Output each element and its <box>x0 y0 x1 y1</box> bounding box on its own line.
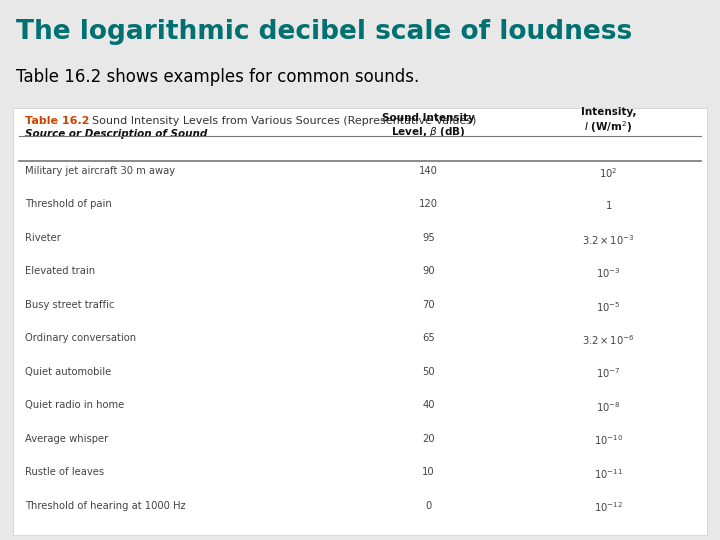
Text: Sound Intensity Levels from Various Sources (Representative Values): Sound Intensity Levels from Various Sour… <box>85 116 477 126</box>
Text: $10^{-11}$: $10^{-11}$ <box>594 467 623 481</box>
Text: 10: 10 <box>422 467 435 477</box>
Text: The logarithmic decibel scale of loudness: The logarithmic decibel scale of loudnes… <box>16 19 632 45</box>
Text: Average whisper: Average whisper <box>25 434 109 444</box>
Text: Sound Intensity
Level, $\beta$ (dB): Sound Intensity Level, $\beta$ (dB) <box>382 113 474 139</box>
Text: Quiet automobile: Quiet automobile <box>25 367 112 377</box>
Text: Ordinary conversation: Ordinary conversation <box>25 333 136 343</box>
Text: Threshold of pain: Threshold of pain <box>25 199 112 210</box>
Text: 90: 90 <box>422 266 435 276</box>
Text: Elevated train: Elevated train <box>25 266 95 276</box>
Text: 95: 95 <box>422 233 435 243</box>
Text: $10^{2}$: $10^{2}$ <box>599 166 618 180</box>
Text: Military jet aircraft 30 m away: Military jet aircraft 30 m away <box>25 166 176 176</box>
Text: $10^{-3}$: $10^{-3}$ <box>596 266 621 280</box>
Text: Riveter: Riveter <box>25 233 61 243</box>
Text: 70: 70 <box>422 300 435 310</box>
Text: 0: 0 <box>426 501 431 511</box>
Text: Busy street traffic: Busy street traffic <box>25 300 114 310</box>
Text: $10^{-12}$: $10^{-12}$ <box>594 501 623 515</box>
Text: $1$: $1$ <box>605 199 612 211</box>
Text: $10^{-10}$: $10^{-10}$ <box>594 434 623 448</box>
Text: $3.2 \times 10^{-3}$: $3.2 \times 10^{-3}$ <box>582 233 634 247</box>
FancyBboxPatch shape <box>13 108 707 535</box>
Text: 140: 140 <box>419 166 438 176</box>
Text: Quiet radio in home: Quiet radio in home <box>25 400 125 410</box>
Text: Table 16.2: Table 16.2 <box>25 116 90 126</box>
Text: 20: 20 <box>422 434 435 444</box>
Text: 40: 40 <box>422 400 435 410</box>
Text: $10^{-8}$: $10^{-8}$ <box>596 400 621 414</box>
Text: Source or Description of Sound: Source or Description of Sound <box>25 129 207 139</box>
Text: Rustle of leaves: Rustle of leaves <box>25 467 104 477</box>
Text: 120: 120 <box>419 199 438 210</box>
Text: Table 16.2 shows examples for common sounds.: Table 16.2 shows examples for common sou… <box>16 68 419 85</box>
Text: $10^{-5}$: $10^{-5}$ <box>596 300 621 314</box>
Text: $3.2 \times 10^{-6}$: $3.2 \times 10^{-6}$ <box>582 333 634 347</box>
Text: $10^{-7}$: $10^{-7}$ <box>596 367 621 381</box>
Text: 50: 50 <box>422 367 435 377</box>
Text: 65: 65 <box>422 333 435 343</box>
Text: Intensity,
$I$ (W/m$^2$): Intensity, $I$ (W/m$^2$) <box>580 107 636 135</box>
Text: Threshold of hearing at 1000 Hz: Threshold of hearing at 1000 Hz <box>25 501 186 511</box>
